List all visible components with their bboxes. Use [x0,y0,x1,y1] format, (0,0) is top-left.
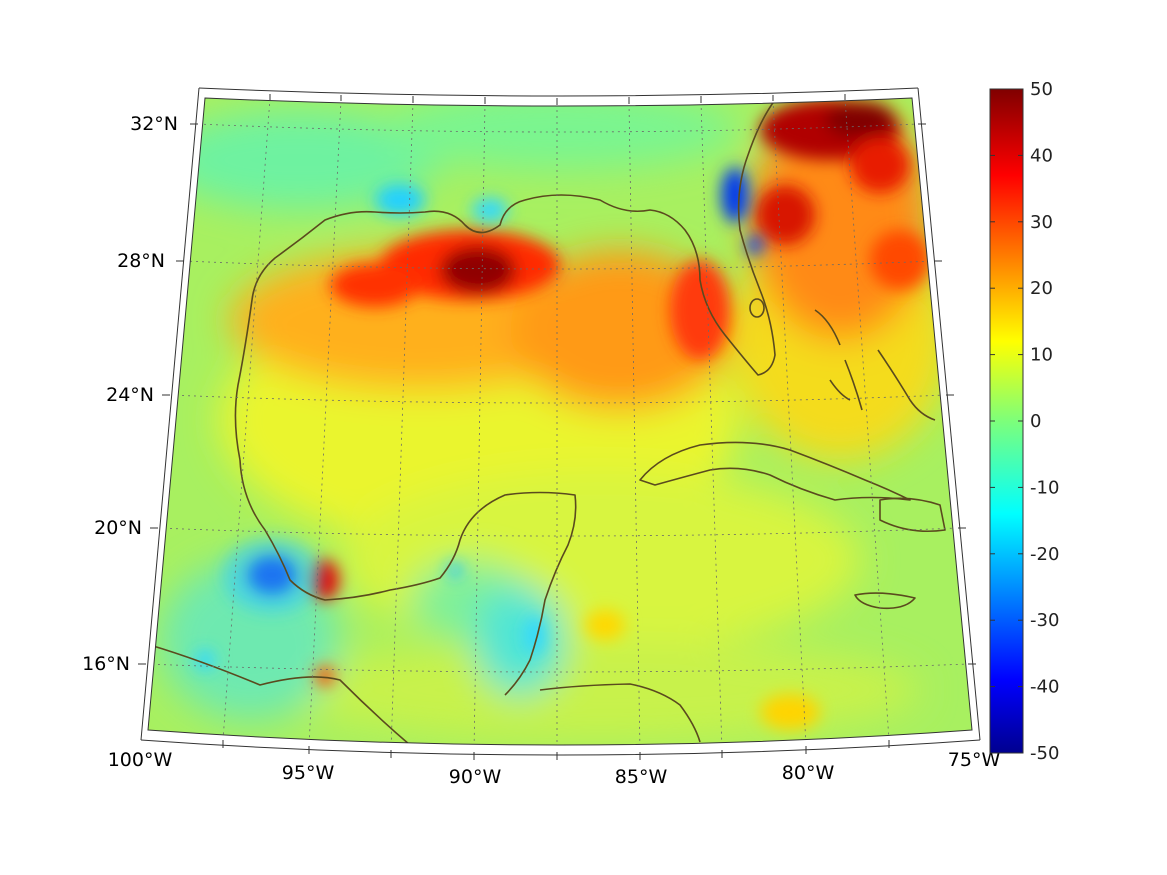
colorbar-tick-label: 0 [1030,411,1041,432]
lat-label-20n: 20°N [94,517,142,539]
colorbar: 50 40 30 20 10 0 -10 -20 -30 -40 -50 [989,79,1059,764]
colorbar-tick-label: -10 [1030,477,1059,498]
coastlines [149,99,946,745]
lon-label-80w: 80°W [782,762,835,784]
graticule-grid [148,98,969,745]
lon-label-75w: 75°W [948,749,1001,771]
colorbar-tick-label: 30 [1030,212,1053,233]
colorbar-tick-label: -50 [1030,743,1059,764]
colorbar-tick-label: -40 [1030,677,1059,698]
latitude-labels: 32°N 28°N 24°N 20°N 16°N [82,113,178,675]
colorbar-tick-label: -20 [1030,544,1059,565]
colorbar-tick-label: 40 [1030,145,1053,166]
lat-label-16n: 16°N [82,653,130,675]
lon-label-95w: 95°W [282,762,335,784]
colorbar-tick-label: -30 [1030,610,1059,631]
map-frame [138,87,981,760]
lat-label-28n: 28°N [117,250,165,272]
longitude-labels: 100°W 95°W 90°W 85°W 80°W 75°W [108,749,1001,788]
anomaly-field [148,98,972,745]
colorbar-tick-label: 50 [1030,79,1053,100]
lon-label-100w: 100°W [108,749,173,771]
lon-label-90w: 90°W [449,766,502,788]
lat-label-24n: 24°N [106,384,154,406]
lat-label-32n: 32°N [130,113,178,135]
colorbar-ticks: 50 40 30 20 10 0 -10 -20 -30 -40 -50 [990,79,1059,764]
lon-label-85w: 85°W [615,766,668,788]
colorbar-tick-label: 20 [1030,278,1053,299]
colorbar-tick-label: 10 [1030,345,1053,366]
